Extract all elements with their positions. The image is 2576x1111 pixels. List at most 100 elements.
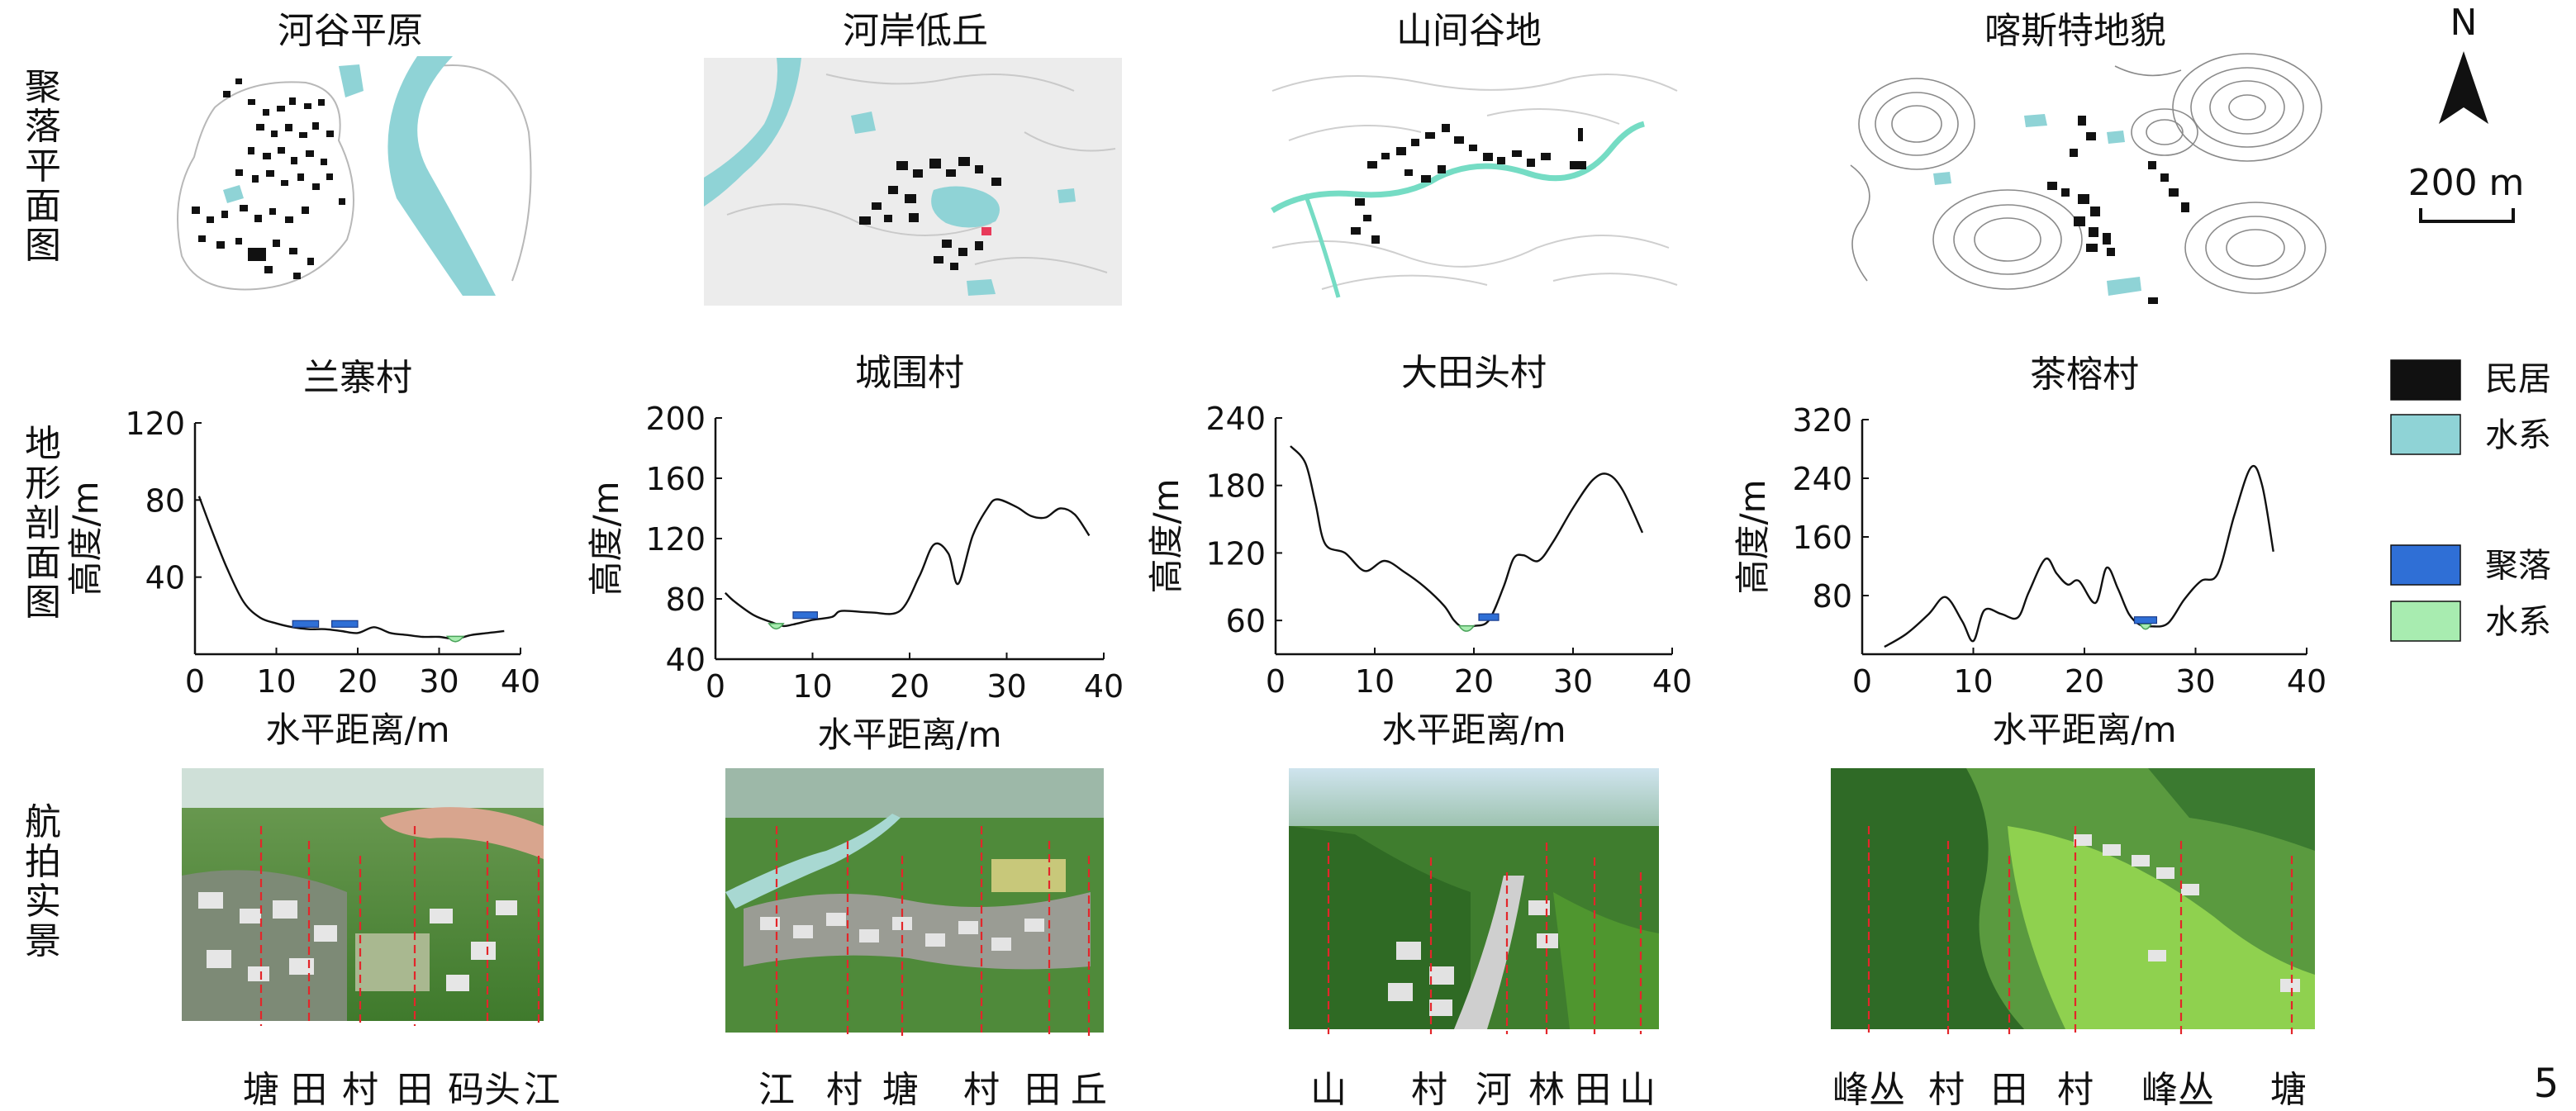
x-tick-label: 30 [2175,663,2215,700]
profile-title: 茶榕村 [2030,354,2139,396]
x-tick-label: 40 [2287,663,2326,700]
dwellings [192,78,345,279]
row-label-profile: 地形剖面图 [25,423,61,624]
y-tick-label: 320 [1792,402,1852,439]
callout-label: 江 [758,1069,795,1111]
callout-label: 田 [1991,1069,2027,1111]
x-tick-label: 40 [1652,663,1692,700]
settlement-plan-3 [1256,58,1682,306]
y-tick-label: 120 [1205,535,1266,572]
profile-title: 大田头村 [1401,352,1547,394]
y-tick-label: 120 [645,521,706,558]
terrain-profile-line [197,496,505,640]
aerial-photo-2 [725,768,1104,1033]
x-tick-label: 40 [1084,668,1124,705]
y-tick-label: 80 [145,482,185,519]
terrain-profile-line [1884,465,2274,648]
callout-label: 田 [397,1069,433,1111]
north-arrow-icon [2439,51,2488,124]
y-tick-label: 80 [1813,578,1852,615]
y-tick-label: 80 [666,582,706,618]
row-label-aerial: 航拍实景 [25,801,61,962]
terrain-title-valley-plain: 河谷平原 [278,10,423,52]
x-tick-label: 0 [1852,663,1872,700]
callout-label: 村 [342,1069,378,1111]
callout-label: 林 [1528,1069,1565,1111]
scale-bar: 200 m [2408,162,2525,223]
x-tick-label: 0 [185,663,205,700]
dwellings [859,157,1001,270]
terrain-title-karst: 喀斯特地貌 [1984,10,2166,52]
aerial-callouts: 塘田村田码头江江村塘村田丘山村河林田山峰丛村田村峰丛塘 [243,826,2307,1111]
dwellings [2047,116,2189,304]
x-axis-label: 水平距离/m [265,710,449,750]
river-shape [704,58,801,207]
y-axis-label: 高度/m [1146,478,1186,593]
y-axis-label: 高度/m [65,481,106,596]
x-tick-label: 0 [706,668,725,705]
legend-label-settlement: 聚落 [2485,547,2551,585]
aerial-photo-1 [182,768,544,1021]
legend-label-water-profile: 水系 [2485,603,2551,641]
x-tick-label: 10 [1953,663,1993,700]
callout-label: 村 [1411,1069,1447,1111]
legend-profile: 聚落 水系 [2390,544,2551,642]
x-axis-label: 水平距离/m [1992,710,2176,750]
callout-label: 村 [963,1069,1000,1111]
profile-title: 城围村 [855,352,964,394]
aerial-photo-3 [1289,768,1659,1029]
settlement-marker [2133,616,2158,624]
settlement-marker [292,620,320,628]
y-tick-label: 120 [125,406,185,442]
profile-title: 兰寨村 [303,357,412,399]
y-tick-label: 160 [1792,520,1852,556]
legend-swatch-dwelling [2390,359,2461,401]
x-tick-label: 0 [1266,663,1286,700]
scale-label: 200 m [2408,162,2525,204]
terrain-profile-line [1290,445,1644,630]
callout-label: 河 [1476,1069,1512,1111]
legend-swatch-water-plan [2390,414,2461,455]
north-arrow: N [2439,2,2488,124]
callout-label: 村 [1928,1069,1965,1111]
x-axis-label: 水平距离/m [817,715,1001,755]
y-tick-label: 60 [1226,603,1266,639]
callout-label: 村 [826,1069,863,1111]
callout-label: 码头 [448,1069,520,1111]
x-tick-label: 40 [501,663,540,700]
page-number: 5 [2534,1061,2559,1107]
settlement-marker [331,620,359,628]
row-label-plan: 聚落平面图 [25,66,61,267]
x-axis-label: 水平距离/m [1381,710,1566,750]
dwellings [1351,124,1586,244]
row-labels: 聚落平面图 地形剖面图 航拍实景 [25,66,61,962]
legend-swatch-settlement [2390,544,2461,586]
callout-label: 塘 [2270,1069,2307,1111]
y-tick-label: 240 [1792,461,1852,497]
callout-label: 峰丛 [1832,1069,1905,1111]
water-marker [2139,623,2152,630]
x-tick-label: 30 [986,668,1026,705]
legend-label-water-plan: 水系 [2485,416,2551,454]
settlement-plan-4 [1839,53,2345,308]
x-tick-label: 20 [890,668,929,705]
y-tick-label: 240 [1205,401,1266,437]
aerial-photo-4 [1831,768,2315,1029]
callout-label: 峰丛 [2141,1069,2214,1111]
legend-swatch-water-profile [2390,601,2461,642]
settlement-marker [792,611,818,620]
x-tick-label: 10 [792,668,832,705]
y-tick-label: 40 [145,560,185,596]
legend-plan: 民居 水系 [2390,359,2551,455]
callout-label: 丘 [1071,1069,1107,1111]
terrain-profile-line [724,498,1091,628]
terrain-title-mountain-valley: 山间谷地 [1396,10,1542,52]
water-marker [1457,624,1476,632]
callout-label: 田 [291,1069,327,1111]
terrain-title-riverside-hills: 河岸低丘 [843,10,988,52]
